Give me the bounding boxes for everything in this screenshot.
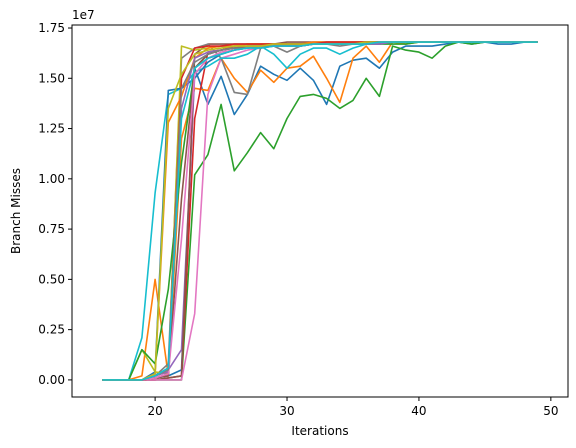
y-tick-label: 1.75: [38, 21, 65, 35]
x-tick-label: 20: [147, 404, 162, 418]
y-axis-label: Branch Misses: [9, 168, 23, 254]
y-tick-label: 1.50: [38, 71, 65, 85]
series-line-20: [102, 41, 538, 381]
x-tick-label: 50: [543, 404, 558, 418]
x-tick-label: 30: [279, 404, 294, 418]
x-tick-label: 40: [411, 404, 426, 418]
y-tick-label: 1.00: [38, 172, 65, 186]
plot-frame: [71, 24, 569, 398]
ticks-layer: 20 30 40 50 0.00 0.25 0.50 0.75 1.00 1.25 1.50 1.75: [38, 21, 558, 418]
y-tick-label: 0.00: [38, 373, 65, 387]
y-tick-label: 0.75: [38, 222, 65, 236]
y-tick-label: 0.50: [38, 272, 65, 286]
y-offset-label: 1e7: [72, 8, 95, 22]
x-axis-label: Iterations: [291, 424, 348, 438]
y-tick-label: 0.25: [38, 323, 65, 337]
y-tick-label: 1.25: [38, 122, 65, 136]
series-layer: [102, 41, 538, 381]
